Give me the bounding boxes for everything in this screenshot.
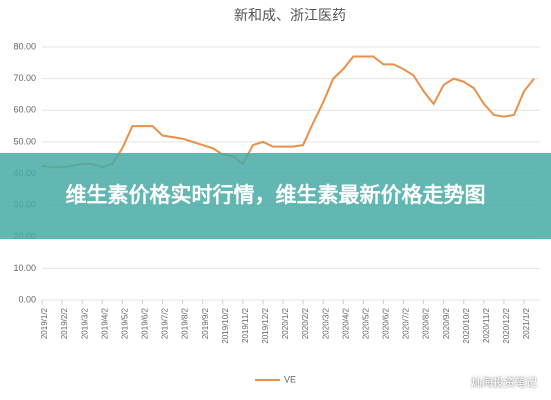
line (41, 55, 535, 169)
x-tick-label: 2019/7/2 (161, 307, 170, 339)
x-tick-label: 2020/3/2 (321, 307, 330, 339)
x-tick-label: 2020/12/2 (502, 307, 511, 343)
y-tick-label: 70.00 (13, 73, 36, 83)
y-tick-label: 50.00 (13, 136, 36, 146)
x-tick-label: 2019/6/2 (141, 307, 150, 339)
x-tick-label: 2019/9/2 (201, 307, 210, 339)
x-tick-label: 2021/1/2 (522, 307, 531, 339)
x-tick-label: 2020/4/2 (341, 307, 350, 339)
x-tick-label: 2019/3/2 (80, 307, 89, 339)
x-tick-label: 2020/11/2 (482, 307, 491, 343)
x-tick-label: 2020/5/2 (361, 307, 370, 339)
x-tick-label: 2020/8/2 (422, 307, 431, 339)
x-tick-label: 2019/2/2 (60, 307, 69, 339)
legend-label: VE (284, 374, 296, 384)
watermark: 灿海投资笔记 (471, 377, 537, 389)
y-tick-label: 60.00 (13, 105, 36, 115)
banner: 维生素价格实时行情，维生素最新价格走势图 (0, 153, 551, 239)
x-tick-label: 2020/9/2 (442, 307, 451, 339)
chart-title: 新和成、浙江医药 (234, 8, 346, 24)
x-tick-label: 2019/12/2 (261, 307, 270, 343)
x-tick-label: 2019/4/2 (100, 307, 109, 339)
y-tick-label: 0.00 (18, 294, 36, 304)
x-tick-label: 2019/8/2 (181, 307, 190, 339)
x-tick-label: 2019/5/2 (120, 307, 129, 339)
x-tick-label: 2020/1/2 (281, 307, 290, 339)
y-tick-label: 10.00 (13, 263, 36, 273)
x-tick-label: 2020/7/2 (402, 307, 411, 339)
x-tick-label: 2019/1/2 (40, 307, 49, 339)
x-tick-label: 2019/11/2 (241, 307, 250, 343)
x-tick-label: 2020/6/2 (382, 307, 391, 339)
x-tick-label: 2020/10/2 (462, 307, 471, 343)
x-tick-label: 2020/2/2 (301, 307, 310, 339)
x-tick-label: 2019/10/2 (221, 307, 230, 343)
y-tick-label: 80.00 (13, 41, 36, 51)
